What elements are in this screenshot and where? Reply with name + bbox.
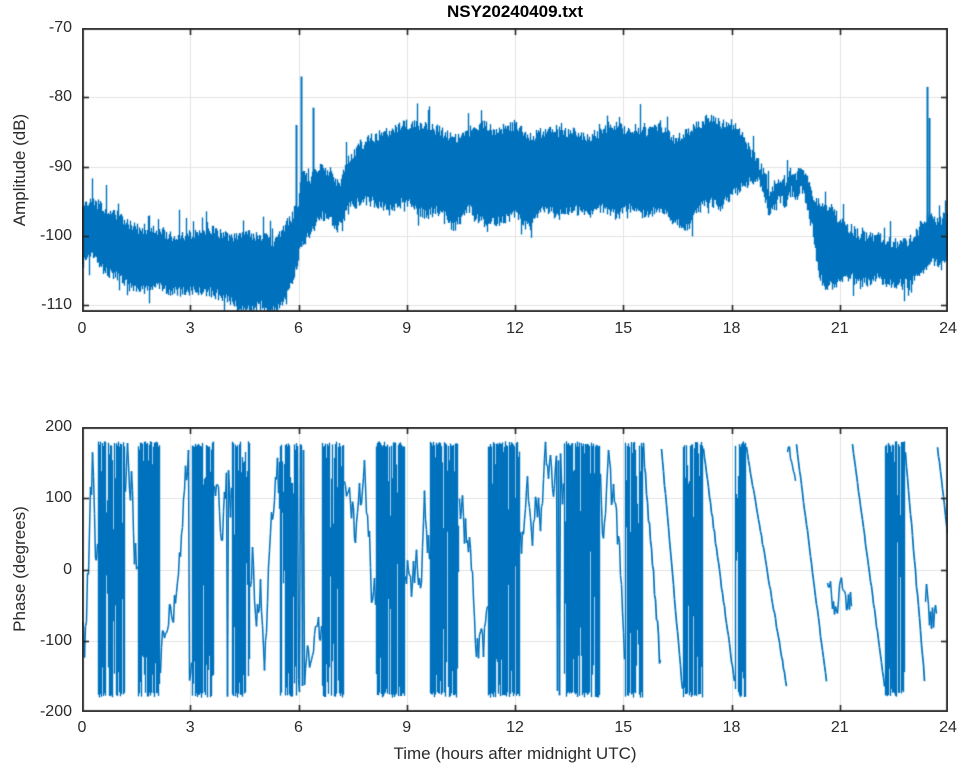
x-tick-label: 9 (402, 320, 412, 337)
y-tick-label: 0 (63, 560, 72, 578)
x-tick-label: 18 (722, 719, 741, 736)
x-tick-label: 9 (402, 719, 412, 736)
y-tick-label: -100 (39, 226, 72, 244)
x-tick-label: 21 (830, 320, 849, 337)
x-tick-label: 15 (614, 719, 633, 736)
y-tick-label: -200 (39, 703, 72, 720)
x-tick-label: 12 (506, 320, 524, 337)
y-tick-label: -70 (48, 19, 72, 36)
x-tick-label: 0 (77, 719, 87, 736)
plot-title: NSY20240409.txt (446, 2, 584, 21)
y-tick-label: -90 (48, 157, 72, 175)
x-tick-label: 21 (830, 719, 849, 736)
x-tick-label: 6 (294, 320, 303, 337)
y-tick-label: -110 (41, 296, 72, 314)
x-tick-label: 6 (294, 719, 303, 736)
x-tick-label: 24 (939, 719, 957, 736)
x-tick-label: 3 (185, 719, 195, 736)
y-tick-label: -100 (39, 631, 72, 649)
y-tick-label: 200 (45, 418, 72, 435)
y-tick-label: 100 (45, 489, 72, 507)
x-tick-label: 18 (722, 320, 741, 337)
x-tick-label: 24 (939, 320, 957, 337)
x-tick-label: 0 (77, 320, 87, 337)
x-tick-label: 3 (185, 320, 195, 337)
time-x-axis-label: Time (hours after midnight UTC) (393, 744, 637, 763)
phase-plot-area (82, 427, 948, 712)
amplitude-plot-area (82, 28, 948, 312)
y-tick-label: -80 (48, 88, 72, 106)
x-tick-label: 15 (614, 320, 633, 337)
x-tick-label: 12 (506, 719, 524, 736)
